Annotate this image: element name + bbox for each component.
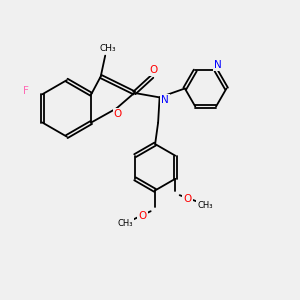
Text: O: O: [114, 109, 122, 119]
Text: O: O: [139, 211, 147, 221]
Text: CH₃: CH₃: [197, 201, 213, 210]
Text: CH₃: CH₃: [117, 219, 133, 228]
Text: N: N: [214, 60, 221, 70]
Text: N: N: [161, 95, 169, 105]
Text: F: F: [23, 86, 29, 96]
Text: O: O: [149, 65, 158, 75]
Text: O: O: [184, 194, 192, 204]
Text: CH₃: CH₃: [100, 44, 116, 53]
